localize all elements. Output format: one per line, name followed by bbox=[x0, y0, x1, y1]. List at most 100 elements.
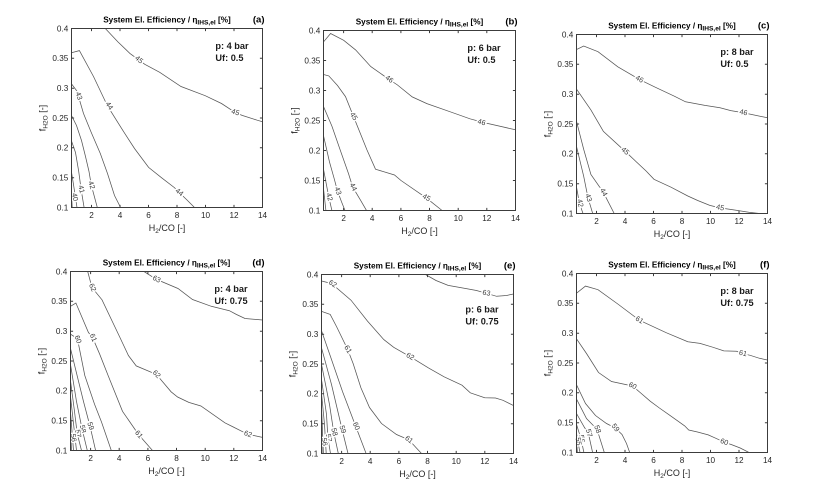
svg-text:57: 57 bbox=[584, 428, 595, 438]
svg-text:fH2O [-]: fH2O [-] bbox=[38, 105, 50, 131]
svg-text:fH2O [-]: fH2O [-] bbox=[543, 350, 555, 376]
svg-text:55: 55 bbox=[574, 437, 584, 446]
svg-text:4: 4 bbox=[117, 454, 122, 463]
svg-text:12: 12 bbox=[229, 454, 239, 463]
svg-text:2: 2 bbox=[89, 211, 94, 220]
svg-text:0.3: 0.3 bbox=[562, 329, 574, 338]
svg-text:8: 8 bbox=[680, 456, 685, 465]
svg-text:0.15: 0.15 bbox=[557, 419, 573, 428]
svg-text:6: 6 bbox=[146, 211, 151, 220]
svg-text:0.2: 0.2 bbox=[562, 389, 574, 398]
svg-text:0.25: 0.25 bbox=[304, 116, 320, 125]
svg-text:0.3: 0.3 bbox=[562, 90, 574, 99]
svg-text:12: 12 bbox=[482, 214, 492, 223]
svg-text:0.25: 0.25 bbox=[557, 120, 573, 129]
svg-text:H2/CO [-]: H2/CO [-] bbox=[654, 229, 691, 241]
svg-text:6: 6 bbox=[397, 457, 402, 466]
svg-text:fH2O [-]: fH2O [-] bbox=[288, 351, 300, 377]
svg-text:p: 8 bar: p: 8 bar bbox=[720, 286, 754, 296]
svg-text:6: 6 bbox=[651, 456, 656, 465]
svg-text:0.3: 0.3 bbox=[309, 86, 321, 95]
svg-text:10: 10 bbox=[452, 457, 462, 466]
svg-text:0.1: 0.1 bbox=[57, 203, 69, 212]
svg-text:14: 14 bbox=[258, 454, 268, 463]
svg-text:0.1: 0.1 bbox=[56, 446, 68, 455]
svg-text:Uf: 0.5: Uf: 0.5 bbox=[720, 59, 748, 69]
svg-text:6: 6 bbox=[651, 217, 656, 226]
svg-text:H2/CO [-]: H2/CO [-] bbox=[148, 466, 185, 478]
svg-text:10: 10 bbox=[454, 214, 464, 223]
svg-text:0.35: 0.35 bbox=[304, 56, 320, 65]
svg-text:0.15: 0.15 bbox=[52, 174, 68, 183]
svg-text:14: 14 bbox=[509, 457, 519, 466]
svg-text:57: 57 bbox=[73, 429, 83, 438]
svg-text:0.2: 0.2 bbox=[562, 150, 574, 159]
svg-text:2: 2 bbox=[88, 454, 93, 463]
svg-text:8: 8 bbox=[175, 211, 180, 220]
svg-text:p: 4 bar: p: 4 bar bbox=[215, 41, 249, 51]
svg-text:6: 6 bbox=[399, 214, 404, 223]
svg-text:fH2O [-]: fH2O [-] bbox=[290, 107, 302, 133]
svg-text:42: 42 bbox=[575, 198, 585, 208]
svg-text:12: 12 bbox=[229, 211, 239, 220]
svg-text:0.2: 0.2 bbox=[57, 144, 69, 153]
svg-text:0.25: 0.25 bbox=[51, 357, 67, 366]
svg-text:p: 4 bar: p: 4 bar bbox=[214, 284, 248, 294]
svg-text:Uf: 0.5: Uf: 0.5 bbox=[215, 53, 243, 63]
svg-text:0.15: 0.15 bbox=[302, 420, 318, 429]
svg-text:(c): (c) bbox=[758, 21, 770, 32]
svg-text:Uf: 0.75: Uf: 0.75 bbox=[720, 298, 753, 308]
svg-text:0.3: 0.3 bbox=[57, 84, 69, 93]
svg-text:0.1: 0.1 bbox=[562, 209, 574, 218]
svg-text:System El. Efficiency / ηIHS,e: System El. Efficiency / ηIHS,el [%] bbox=[354, 262, 482, 273]
svg-text:45: 45 bbox=[715, 202, 725, 212]
svg-text:0.35: 0.35 bbox=[52, 54, 68, 63]
svg-text:0.2: 0.2 bbox=[307, 390, 319, 399]
svg-text:0.3: 0.3 bbox=[56, 327, 68, 336]
svg-text:2: 2 bbox=[339, 457, 344, 466]
svg-text:46: 46 bbox=[739, 107, 749, 117]
svg-text:(e): (e) bbox=[504, 261, 516, 272]
svg-text:6: 6 bbox=[146, 454, 151, 463]
svg-text:0.4: 0.4 bbox=[56, 267, 68, 276]
svg-text:System El. Efficiency / ηIHS,e: System El. Efficiency / ηIHS,el [%] bbox=[103, 259, 231, 270]
svg-text:4: 4 bbox=[118, 211, 123, 220]
svg-text:0.15: 0.15 bbox=[304, 176, 320, 185]
svg-text:(b): (b) bbox=[505, 17, 517, 28]
svg-text:10: 10 bbox=[706, 456, 716, 465]
svg-text:2: 2 bbox=[594, 456, 599, 465]
svg-text:56: 56 bbox=[577, 434, 587, 443]
svg-text:0.4: 0.4 bbox=[562, 269, 574, 278]
svg-text:0.4: 0.4 bbox=[562, 30, 574, 39]
svg-text:System El. Efficiency / ηIHS,e: System El. Efficiency / ηIHS,el [%] bbox=[608, 22, 736, 33]
svg-text:0.15: 0.15 bbox=[557, 180, 573, 189]
svg-text:0.35: 0.35 bbox=[557, 299, 573, 308]
svg-text:(d): (d) bbox=[252, 258, 264, 269]
svg-text:0.2: 0.2 bbox=[56, 387, 68, 396]
svg-text:fH2O [-]: fH2O [-] bbox=[543, 111, 555, 137]
svg-text:System El. Efficiency / ηIHS,e: System El. Efficiency / ηIHS,el [%] bbox=[608, 261, 736, 272]
svg-text:0.1: 0.1 bbox=[307, 449, 319, 458]
svg-text:63: 63 bbox=[482, 288, 491, 298]
svg-text:p: 6 bar: p: 6 bar bbox=[467, 43, 501, 53]
svg-text:12: 12 bbox=[734, 217, 744, 226]
svg-text:10: 10 bbox=[706, 217, 716, 226]
svg-text:8: 8 bbox=[425, 457, 430, 466]
svg-text:fH2O [-]: fH2O [-] bbox=[37, 348, 49, 374]
svg-text:14: 14 bbox=[763, 217, 773, 226]
svg-text:8: 8 bbox=[680, 217, 685, 226]
svg-text:Uf: 0.75: Uf: 0.75 bbox=[465, 317, 498, 327]
svg-text:10: 10 bbox=[201, 454, 211, 463]
svg-text:0.35: 0.35 bbox=[302, 300, 318, 309]
svg-text:12: 12 bbox=[480, 457, 490, 466]
svg-text:14: 14 bbox=[258, 211, 268, 220]
svg-text:8: 8 bbox=[427, 214, 432, 223]
svg-text:0.25: 0.25 bbox=[302, 360, 318, 369]
svg-text:42: 42 bbox=[324, 192, 335, 202]
svg-text:0.15: 0.15 bbox=[51, 417, 67, 426]
svg-text:0.1: 0.1 bbox=[309, 206, 321, 215]
svg-text:0.35: 0.35 bbox=[557, 60, 573, 69]
svg-text:14: 14 bbox=[511, 214, 521, 223]
svg-text:0.2: 0.2 bbox=[309, 146, 321, 155]
svg-text:12: 12 bbox=[734, 456, 744, 465]
